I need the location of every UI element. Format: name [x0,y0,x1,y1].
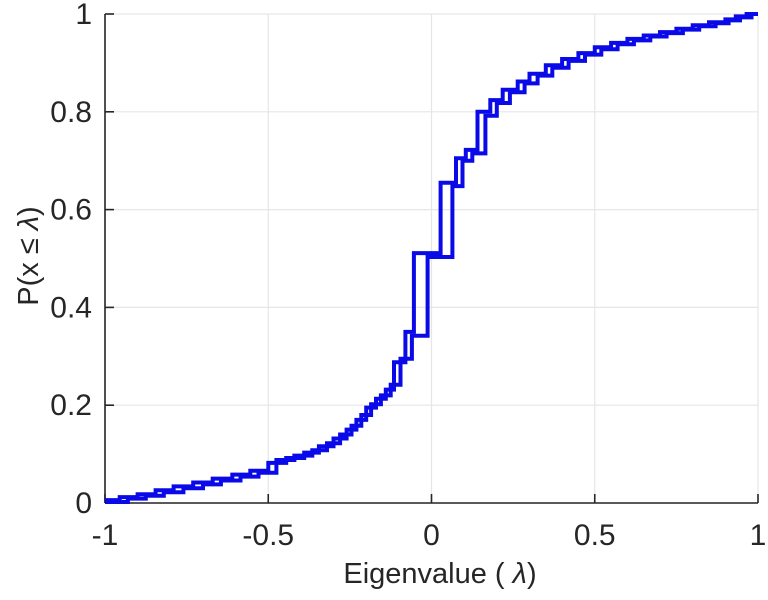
x-tick-label: 0 [423,519,440,552]
x-tick-label: 0.5 [574,519,616,552]
x-axis-label: Eigenvalue ( λ) [343,558,536,590]
y-tick-label: 0.8 [50,96,92,129]
ecdf-curve-2 [105,12,758,504]
x-tick-label: 1 [750,519,767,552]
y-tick-label: 0.4 [50,291,92,324]
x-tick-label: -1 [92,519,119,552]
y-tick-label: 0.2 [50,389,92,422]
lambda-symbol: λ [511,558,527,590]
x-tick-label: -0.5 [242,519,294,552]
y-tick-label: 1 [75,0,92,31]
y-tick-label: 0.6 [50,194,92,227]
y-axis-label: P(x ≤ λ) [13,206,45,305]
y-tick-label: 0 [75,487,92,520]
lambda-symbol: λ [13,216,45,232]
series-layer [105,12,758,504]
tick-label-layer: -1 -0.5 0 0.5 1 0 0.2 0.4 0.6 0.8 1 [50,0,766,552]
